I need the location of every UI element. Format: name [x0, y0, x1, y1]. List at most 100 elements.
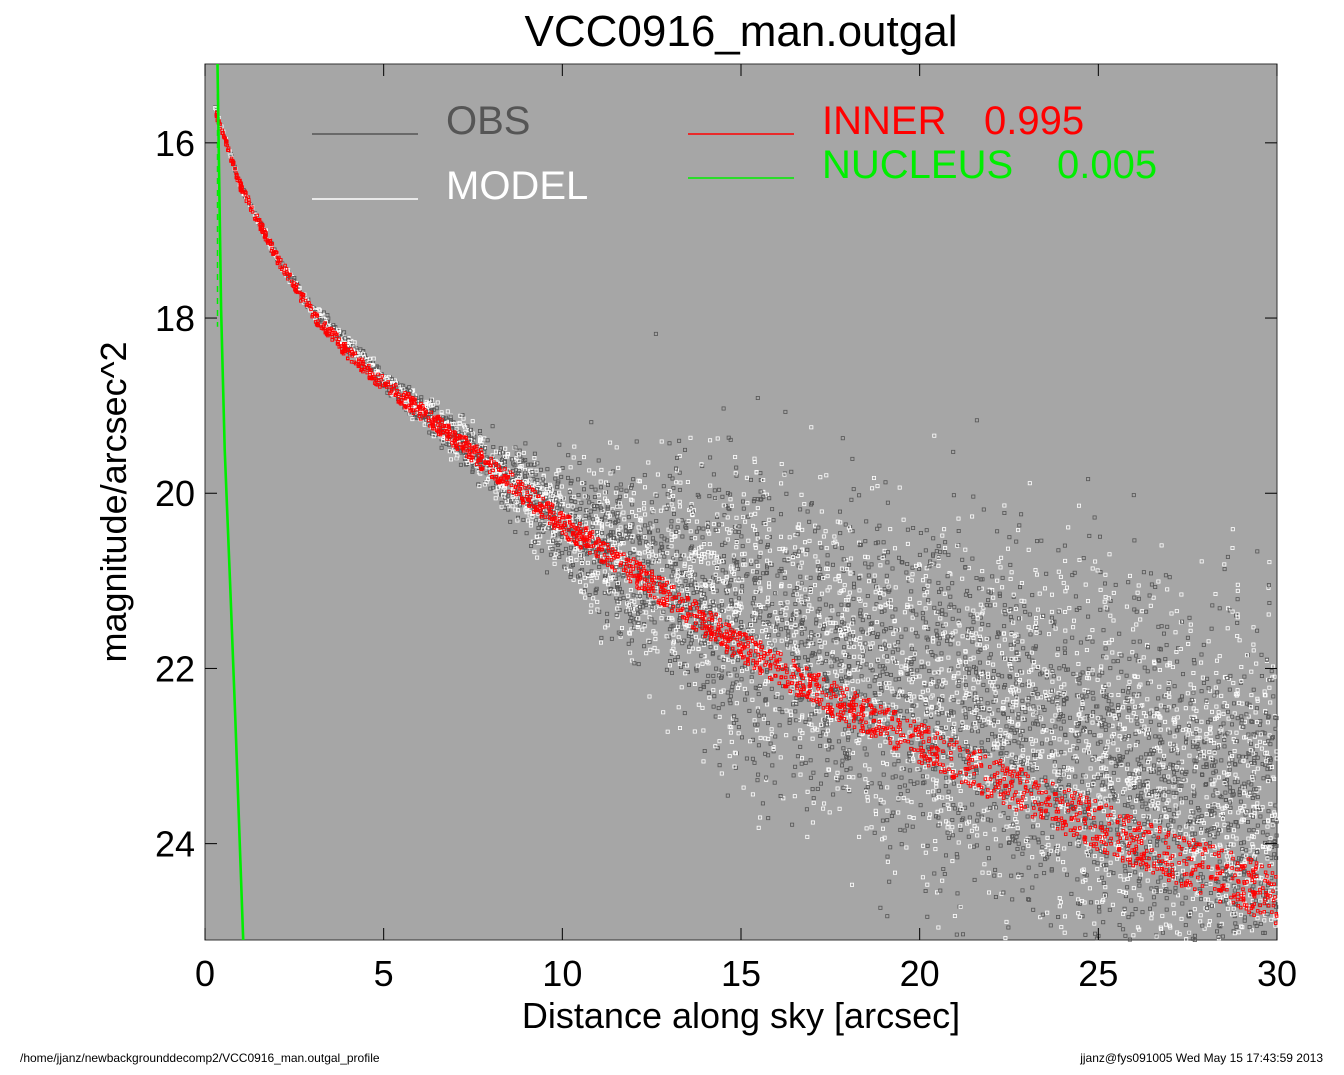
obs-point [897, 555, 902, 560]
obs-point [905, 527, 910, 532]
obs-point [831, 792, 836, 797]
obs-point [967, 706, 972, 711]
model-point [715, 436, 720, 441]
model-point [753, 511, 758, 516]
obs-point [1232, 701, 1237, 706]
chart-title: VCC0916_man.outgal [525, 7, 958, 56]
obs-point [729, 598, 734, 603]
model-point [919, 659, 924, 664]
model-point [800, 527, 805, 532]
obs-point [1031, 824, 1036, 829]
obs-point [919, 665, 924, 670]
model-point [761, 716, 766, 721]
obs-point [1260, 830, 1265, 835]
model-point [1140, 609, 1145, 614]
model-point [800, 756, 805, 761]
model-point [993, 602, 998, 607]
model-point [1108, 860, 1113, 865]
model-point [1077, 558, 1082, 563]
obs-point [872, 678, 877, 683]
obs-point [1152, 902, 1157, 907]
obs-point [720, 542, 725, 547]
model-point [428, 403, 433, 408]
model-point [1178, 620, 1183, 625]
model-point [1038, 915, 1043, 920]
model-point [765, 492, 770, 497]
obs-point [792, 736, 797, 741]
model-point [1135, 590, 1140, 595]
obs-point [927, 579, 932, 584]
model-point [798, 736, 803, 741]
model-point [1026, 843, 1031, 848]
obs-point [726, 506, 731, 511]
obs-point [1172, 770, 1177, 775]
model-point [1208, 725, 1213, 730]
obs-point [946, 552, 951, 557]
obs-point [940, 608, 945, 613]
obs-point [847, 664, 852, 669]
model-point [1026, 625, 1031, 630]
obs-point [498, 446, 503, 451]
obs-point [1208, 717, 1213, 722]
model-point [1262, 918, 1267, 923]
model-point [702, 542, 707, 547]
model-point [1232, 828, 1237, 833]
obs-point [1181, 672, 1186, 677]
obs-point [722, 513, 727, 518]
model-point [970, 514, 975, 519]
model-point [866, 781, 871, 786]
model-point [933, 839, 938, 844]
model-point [1208, 882, 1213, 887]
obs-point [874, 602, 879, 607]
model-point [1216, 743, 1221, 748]
model-point [1239, 665, 1244, 670]
obs-point [1255, 823, 1260, 828]
model-point [940, 878, 945, 883]
obs-point [1026, 702, 1031, 707]
model-point [1010, 752, 1015, 757]
model-point [954, 690, 959, 695]
obs-point [968, 612, 973, 617]
obs-point [791, 773, 796, 778]
model-point [863, 763, 868, 768]
obs-point [1004, 724, 1009, 729]
obs-point [1126, 915, 1131, 920]
model-point [435, 400, 440, 405]
model-point [885, 785, 890, 790]
model-point [958, 823, 963, 828]
model-point [542, 523, 547, 528]
obs-point [1167, 680, 1172, 685]
model-point [708, 554, 713, 559]
model-point [1236, 930, 1241, 935]
obs-point [605, 504, 610, 509]
obs-point [1086, 614, 1091, 619]
obs-point [846, 602, 851, 607]
model-point [1172, 734, 1177, 739]
obs-point [1219, 758, 1224, 763]
model-point [1117, 734, 1122, 739]
model-point [657, 559, 662, 564]
model-point [557, 538, 562, 543]
model-point [744, 475, 749, 480]
model-point [872, 606, 877, 611]
model-point [881, 826, 886, 831]
model-point [1187, 930, 1192, 935]
model-point [557, 490, 562, 495]
model-point [1225, 844, 1230, 849]
obs-point [850, 529, 855, 534]
obs-point [1156, 658, 1161, 663]
model-point [1116, 777, 1121, 782]
model-point [708, 438, 713, 443]
model-point [951, 727, 956, 732]
obs-point [672, 511, 677, 516]
model-point [666, 527, 671, 532]
obs-point [1154, 843, 1159, 848]
obs-point [1235, 620, 1240, 625]
model-point [874, 620, 879, 625]
model-point [1155, 711, 1160, 716]
model-point [736, 577, 741, 582]
model-point [988, 721, 993, 726]
obs-point [864, 662, 869, 667]
obs-point [840, 679, 845, 684]
obs-point [1116, 703, 1121, 708]
